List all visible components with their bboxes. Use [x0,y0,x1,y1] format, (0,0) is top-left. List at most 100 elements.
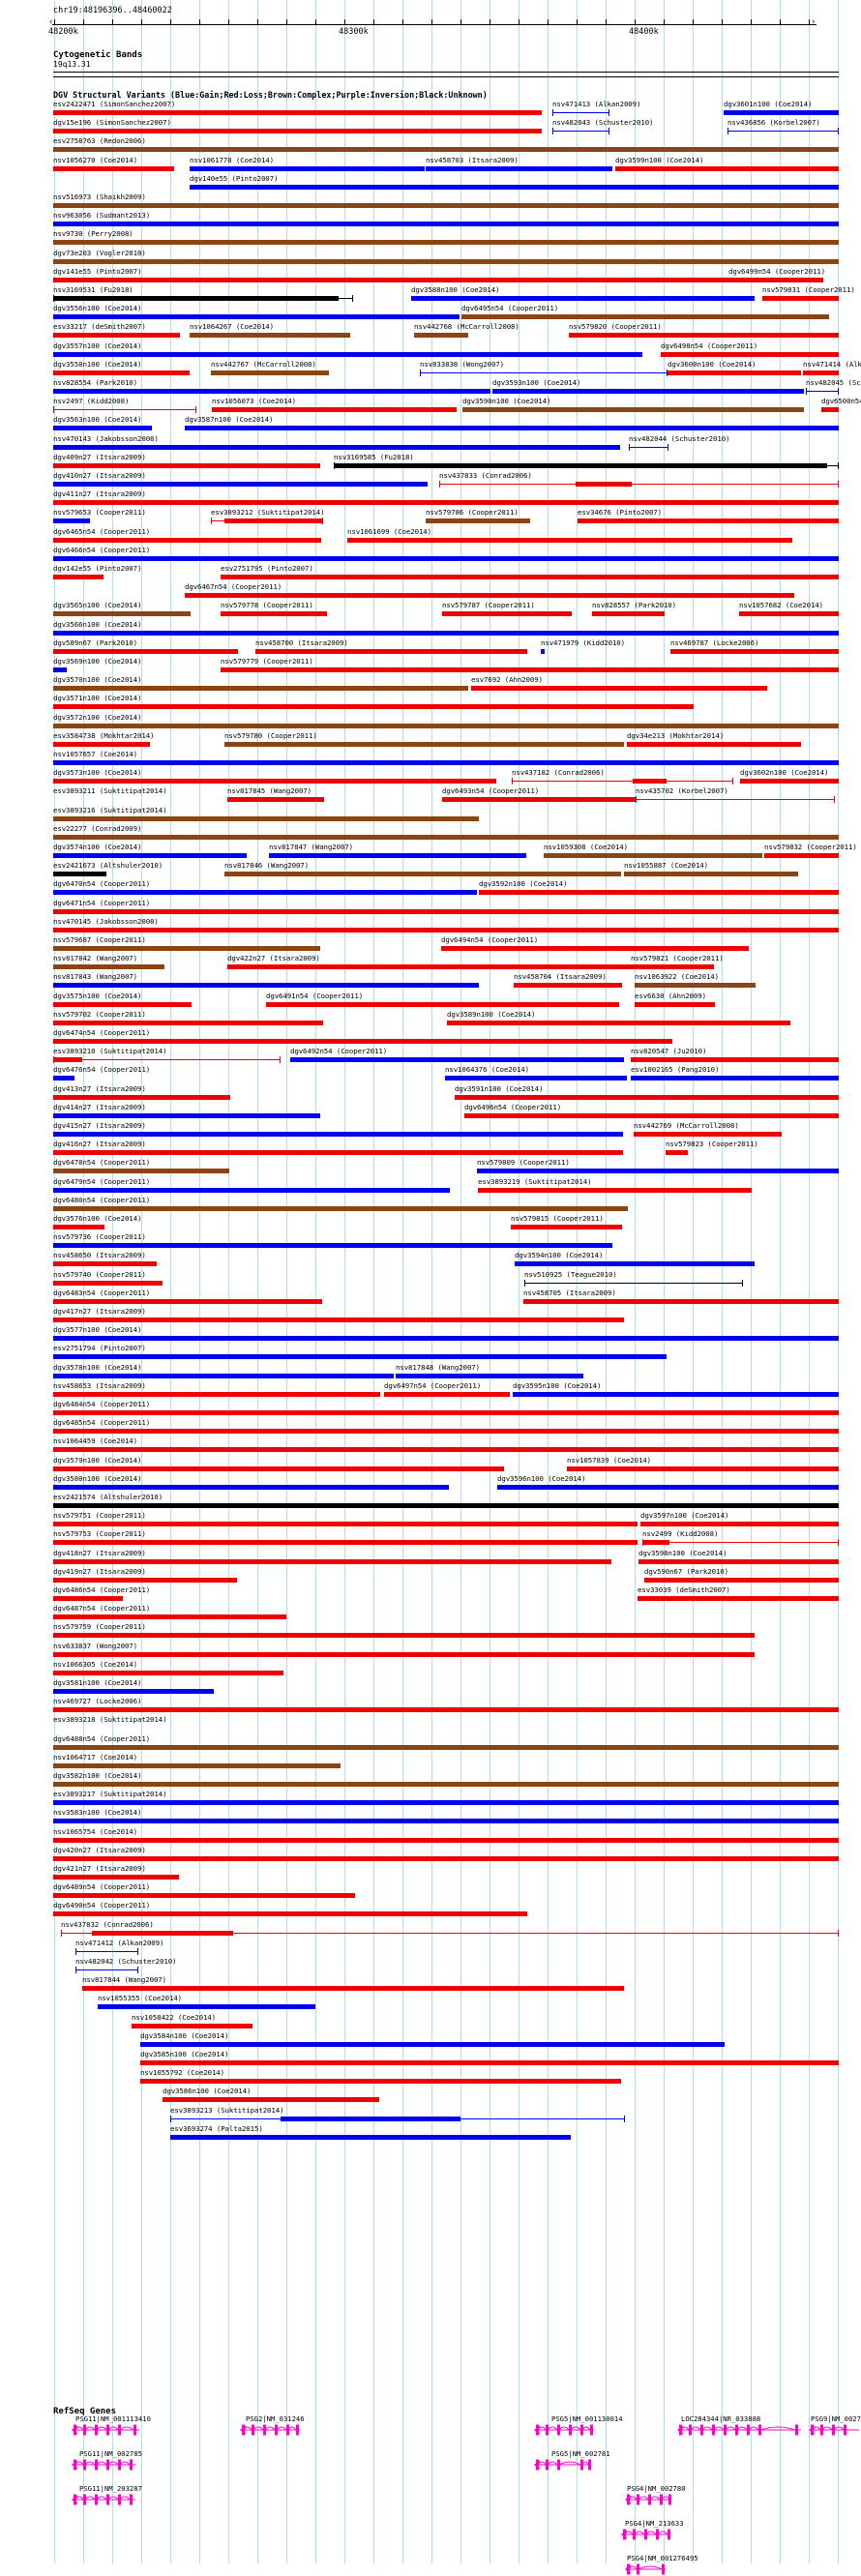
variant-label[interactable]: dgv3581n100 (Coe2014) [53,1678,142,1687]
variant-bracket[interactable] [75,1967,138,1973]
variant-bracket[interactable] [53,406,196,414]
variant-label[interactable]: esv3893211 (Suktitipat2014) [53,786,167,796]
variant-label[interactable]: dgv3578n100 (Coe2014) [53,1362,142,1372]
variant-bar[interactable] [221,575,839,579]
variant-label[interactable]: nsv579759 (Cooper2011) [53,1622,146,1632]
variant-label[interactable]: dgv3572n100 (Coe2014) [53,712,142,722]
variant-bar[interactable] [53,537,321,543]
variant-label[interactable]: dgv6493n54 (Cooper2011) [442,786,540,796]
variant-label[interactable]: nsv458700 (Itsara2009) [255,637,348,647]
variant-label[interactable]: nsv516973 (Shaikh2009) [53,192,146,201]
variant-label[interactable]: esv3584738 (Mokhtar2014) [53,730,155,740]
variant-bar[interactable] [53,1094,230,1100]
variant-label[interactable]: esv2421673 (Altshuler2010) [53,861,163,871]
variant-label[interactable]: nsv1064717 (Coe2014) [53,1752,137,1762]
variant-bracket[interactable] [629,443,668,451]
variant-label[interactable]: nsv1061699 (Coe2014) [347,526,431,536]
variant-bar[interactable] [53,1391,380,1397]
variant-label[interactable]: nsv579687 (Cooper2011) [53,935,146,944]
variant-bar[interactable] [53,370,190,375]
variant-label[interactable]: nsv828554 (Park2010) [53,378,137,387]
variant-label[interactable]: nsv435702 (Korbel2007) [636,786,728,796]
variant-bar[interactable] [53,1614,286,1620]
variant-bar[interactable] [53,834,839,840]
variant-bracket[interactable] [334,461,839,469]
variant-label[interactable]: dgv6471n54 (Cooper2011) [53,898,151,907]
variant-bar[interactable] [53,1187,450,1193]
variant-bar[interactable] [269,853,526,858]
variant-bar[interactable] [53,1447,839,1453]
genome-ruler[interactable]: chr19:48196396..48460022 ‹ › 48200k 48300… [0,0,861,41]
variant-label[interactable]: dgv6476n54 (Cooper2011) [53,1065,151,1075]
variant-label[interactable]: nsv3169531 (Fu2018) [53,285,134,294]
variant-label[interactable]: dgv6496n54 (Cooper2011) [464,1102,562,1111]
variant-label[interactable]: nsv1064459 (Coe2014) [53,1436,137,1446]
variant-bar[interactable] [627,741,801,747]
variant-label[interactable]: nsv1055355 (Coe2014) [98,1994,182,2003]
variant-bar[interactable] [53,555,839,561]
variant-label[interactable]: dgv3557n100 (Coe2014) [53,341,142,350]
variant-bar[interactable] [53,1522,638,1527]
variant-label[interactable]: nsv579702 (Cooper2011) [53,1009,146,1019]
variant-label[interactable]: dgv3600n100 (Coe2014) [668,359,757,369]
variant-label[interactable]: nsv437833 (Conrad2006) [439,471,532,480]
variant-label[interactable]: dgv73e203 (Vogler2010) [53,248,146,257]
variant-label[interactable]: nsv817843 (Wang2007) [53,972,137,982]
variant-bar[interactable] [739,611,839,617]
variant-label[interactable]: dgv3556n100 (Coe2014) [53,304,142,313]
variant-label[interactable]: nsv579751 (Cooper2011) [53,1511,146,1521]
variant-label[interactable]: esv2422471 (SimonSanchez2007) [53,100,176,108]
variant-bar[interactable] [441,946,749,951]
variant-label[interactable]: dgv3577n100 (Coe2014) [53,1325,142,1335]
variant-bracket[interactable] [53,799,179,800]
variant-label[interactable]: dgv6480n54 (Cooper2011) [53,1195,151,1204]
variant-bar[interactable] [53,1150,623,1156]
variant-bar[interactable] [53,1819,839,1824]
variant-bar[interactable] [190,165,425,171]
variant-bar[interactable] [442,611,572,617]
variant-label[interactable]: dgv6465n54 (Cooper2011) [53,526,151,536]
variant-label[interactable]: nsv579786 (Cooper2011) [426,508,519,518]
variant-bar[interactable] [53,1373,394,1378]
variant-bar[interactable] [227,797,324,803]
variant-label[interactable]: nsv579653 (Cooper2011) [53,508,146,518]
variant-label[interactable]: dgv420n27 (Itsara2009) [53,1845,146,1854]
variant-label[interactable]: dgv3575n100 (Coe2014) [53,991,142,1000]
gene-label[interactable]: PSG11|NM_002785 [79,2449,142,2458]
variant-label[interactable]: dgv3571n100 (Coe2014) [53,694,142,703]
variant-bar[interactable] [53,518,90,524]
variant-label[interactable]: nsv579779 (Cooper2011) [221,657,313,666]
variant-label[interactable]: dgv422n27 (Itsara2009) [227,954,320,963]
variant-label[interactable]: nsv579809 (Cooper2011) [477,1158,570,1168]
variant-bar[interactable] [821,407,839,413]
variant-bar[interactable] [221,611,327,617]
variant-bar[interactable] [53,1020,323,1025]
variant-bar[interactable] [478,1187,752,1193]
variant-bar[interactable] [224,741,624,747]
variant-label[interactable]: dgv590n67 (Park2010) [644,1566,728,1576]
variant-label[interactable]: nsv1061778 (Coe2014) [190,155,274,164]
variant-label[interactable]: nsv1055887 (Coe2014) [624,861,708,871]
variant-bar[interactable] [638,1558,839,1564]
variant-label[interactable]: nsv817845 (Wang2007) [227,786,312,796]
variant-bar[interactable] [53,741,150,747]
variant-bar[interactable] [477,1169,839,1174]
variant-label[interactable]: dgv141e55 (Pinto2007) [53,266,142,276]
gene-label[interactable]: PSG5|NM_001130014 [551,2414,623,2423]
variant-label[interactable]: nsv579831 (Cooper2011) [762,285,855,294]
variant-bar[interactable] [53,1651,755,1657]
variant-label[interactable]: dgv6488n54 (Cooper2011) [53,1733,151,1743]
variant-label[interactable]: nsv820547 (Ju2010) [631,1047,707,1056]
variant-label[interactable]: nsv817847 (Wang2007) [269,843,353,851]
variant-label[interactable]: esv3893218 (Suktitipat2014) [53,1715,167,1725]
variant-label[interactable]: nsv1064267 (Coe2014) [190,322,274,332]
variant-label[interactable]: nsv579820 (Cooper2011) [569,322,662,332]
variant-bar[interactable] [132,2023,252,2028]
variant-bar[interactable] [53,1670,283,1675]
variant-label[interactable]: dgv3595n100 (Coe2014) [513,1380,602,1390]
gene-label[interactable]: PSG4|NM_001276495 [627,2554,698,2562]
variant-bar[interactable] [53,964,164,970]
variant-bar[interactable] [221,667,839,672]
variant-bar[interactable] [670,648,839,654]
variant-label[interactable]: nsv442769 (McCarroll2008) [634,1121,739,1130]
